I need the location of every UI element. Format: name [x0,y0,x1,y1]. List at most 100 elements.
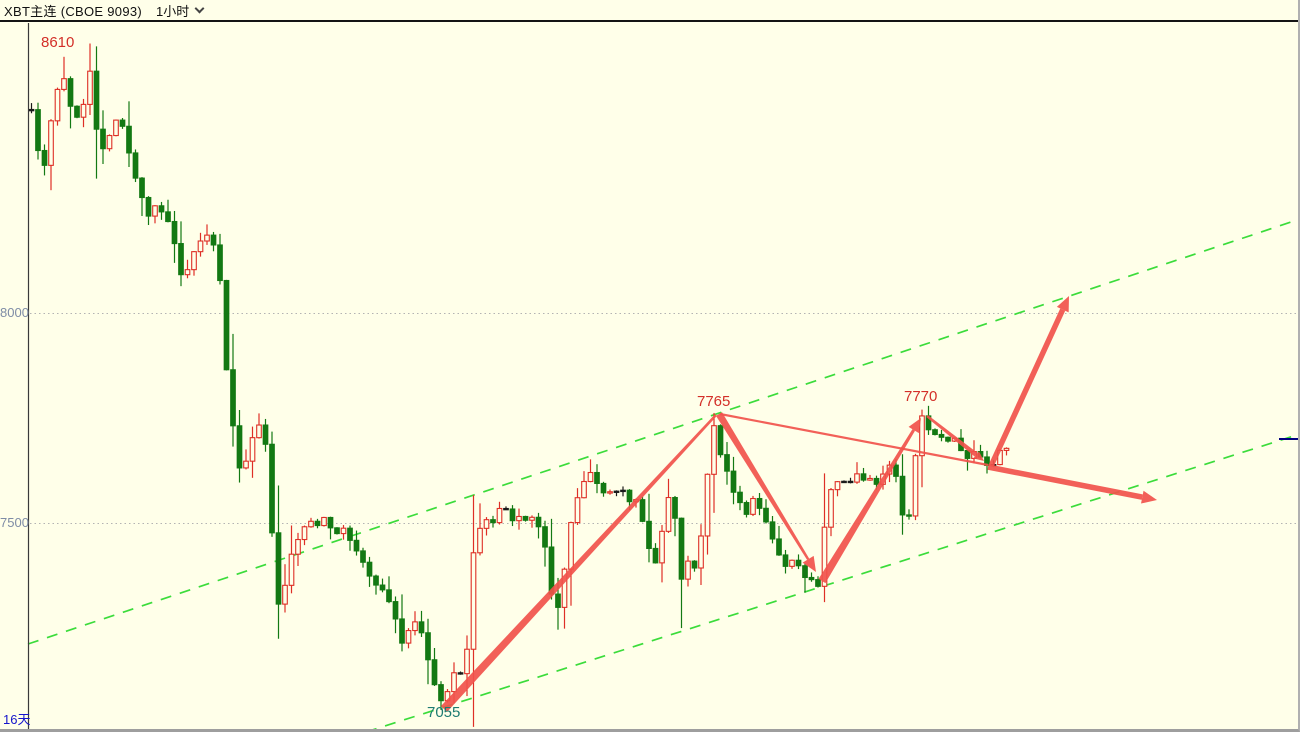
candle [275,532,282,605]
trend-arrow-impulse-7055-to-7765 [440,414,717,712]
candle [184,269,191,276]
candle [626,489,633,503]
candle [217,244,223,282]
candle [555,593,561,608]
candle [28,108,35,112]
trend-arrow-head-forecast-up [1056,296,1069,313]
candle [912,455,919,517]
trend-arrow-drop-7770-to-junction [926,415,978,457]
candle [48,120,54,166]
candle [867,477,873,481]
candle [854,473,860,483]
candle [119,119,126,127]
candle [80,103,87,118]
trend-arrow-head-forecast-down [1141,490,1157,504]
candle [743,502,750,515]
candle [470,552,477,650]
candle [477,527,483,554]
candle [243,460,249,469]
candle [678,517,685,580]
candle [717,425,724,456]
candle [405,629,412,644]
candle [938,433,945,438]
candle [360,550,366,563]
candle [737,491,743,504]
candle [795,559,802,567]
candle [724,454,730,472]
y-axis-tick-7500: 7500 [0,515,29,530]
candle [906,514,912,517]
candle [451,672,457,693]
candle [860,473,867,481]
candle [236,425,243,469]
timeframe-selector[interactable]: 1小时 [156,1,205,20]
candle [808,576,815,581]
candle [197,240,204,253]
candle [815,579,821,587]
candle [41,149,48,166]
candle [132,152,139,179]
candle [230,369,236,427]
candle [282,584,288,605]
candle [366,561,373,577]
candle [295,538,301,555]
candle [672,496,678,519]
candle [776,538,782,556]
candle [321,516,327,527]
candle [373,575,379,586]
candle [821,526,828,587]
price-label-swing-high-2: 7770 [904,388,938,405]
candle [594,471,600,484]
candle [652,547,659,564]
candle [574,497,581,524]
candle [932,429,938,436]
candle [113,119,119,137]
candle [607,491,613,494]
price-label-swing-high-1: 7765 [697,393,731,410]
candles [28,43,1010,727]
candle [542,526,548,548]
chart-header: XBT主连 (CBOE 9093) 1小时 [0,0,1298,22]
candle [503,507,509,511]
candle [919,415,925,457]
candle [100,128,106,150]
candle [412,621,418,632]
candle [418,621,425,634]
candle [399,618,405,644]
candle [711,425,717,475]
timeframe-label: 1小时 [156,3,190,19]
candle [639,499,646,522]
trend-arrow-forecast-down [987,464,1143,500]
candle [347,527,353,541]
candle [262,424,269,445]
candle [425,632,431,661]
candle [438,684,444,702]
candle [74,105,80,118]
candle [730,470,737,493]
trend-arrow-head-drop-7770-to-junction [973,451,984,461]
candle [561,568,568,608]
candle [893,464,899,477]
candle [152,205,158,217]
candle [873,477,880,485]
candle [210,234,217,246]
candle [516,515,522,522]
chevron-down-icon [194,3,205,13]
candle [314,520,321,527]
candle [698,535,704,569]
candle [145,196,152,217]
candle [61,78,67,90]
candle [945,436,951,442]
candle [769,521,776,540]
candle [334,527,340,535]
candle [204,234,210,242]
trend-arrow-forecast-up [988,308,1066,468]
trend-arrow-drop-7765-to-pullback [716,412,810,560]
candle [93,70,100,130]
candle [834,481,841,491]
candle [841,480,847,484]
candle [106,134,113,150]
candle [685,560,691,580]
visible-range-label: 16天 [3,712,31,727]
